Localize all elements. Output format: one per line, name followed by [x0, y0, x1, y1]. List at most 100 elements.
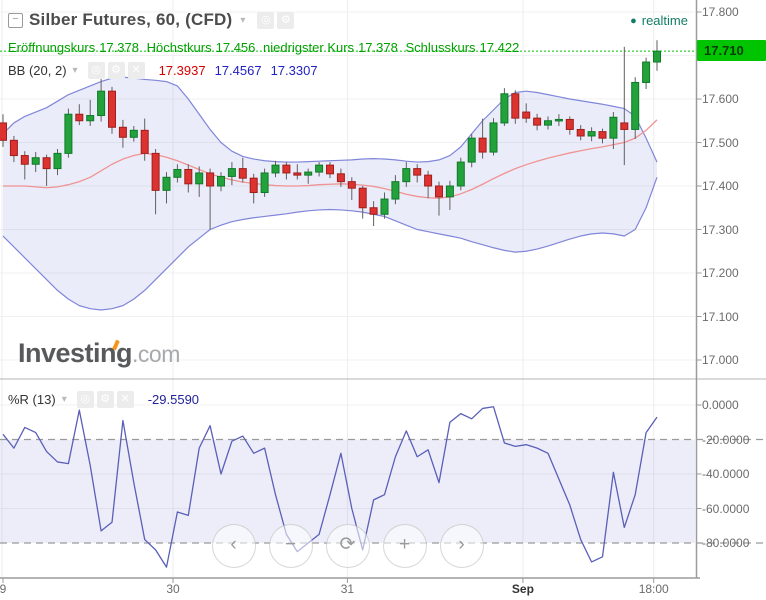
gear-icon[interactable]: ⚙: [107, 62, 125, 79]
gear-icon[interactable]: ⚙: [277, 11, 295, 29]
date-axis-label: 31: [340, 582, 355, 596]
close-icon[interactable]: ✕: [127, 62, 145, 79]
candle-body: [435, 185, 443, 198]
price-axis-label: 17.800: [702, 5, 739, 19]
realtime-badge: ● realtime: [630, 13, 688, 28]
candle-body: [522, 111, 531, 119]
bollinger-legend: BB (20, 2) ▾ ◎ ⚙ ✕ 17.3937 17.4567 17.33…: [8, 62, 318, 79]
close-value: 17.422: [479, 40, 520, 55]
wr-axis-label: -20.0000: [702, 432, 750, 447]
zoom-out-button[interactable]: −: [268, 524, 313, 568]
candle-body: [336, 173, 345, 183]
candle-body: [271, 164, 280, 174]
reset-view-button[interactable]: ⟳: [325, 524, 370, 568]
date-axis-label: 9: [0, 582, 7, 596]
candle-body: [0, 122, 7, 141]
pan-right-button[interactable]: ›: [439, 524, 484, 568]
price-axis-label: 17.100: [702, 309, 739, 324]
open-label: Eröffnungskurs: [8, 40, 96, 55]
candle-body: [206, 172, 215, 187]
candle-body: [445, 185, 454, 198]
candle-body: [544, 120, 552, 126]
candle-body: [9, 139, 18, 157]
date-axis-label: 18:00: [638, 582, 669, 596]
low-label: niedrigster Kurs: [263, 40, 355, 55]
realtime-dot-icon: ●: [630, 14, 637, 27]
candle-body: [631, 81, 640, 130]
candle-body: [42, 157, 51, 170]
price-axis-label: 17.400: [702, 179, 739, 193]
pan-left-button[interactable]: ‹: [211, 524, 256, 568]
williams-r-legend: %R (13) ▾ ◎ ⚙ ✕ -29.5590: [8, 391, 199, 408]
wr-axis-label: 0.0000: [702, 398, 739, 412]
zoom-in-button[interactable]: +: [382, 524, 427, 568]
candle-body: [173, 168, 182, 178]
candle-body: [53, 152, 62, 170]
candle-body: [478, 137, 487, 153]
candle-body: [500, 93, 509, 124]
candle-body: [402, 168, 411, 183]
price-axis-label: 17.000: [702, 353, 739, 367]
date-axis-label: 30: [166, 582, 180, 596]
symbol-title: Silber Futures, 60, (CFD): [29, 10, 233, 29]
high-value: 17.456: [215, 40, 256, 55]
eye-icon[interactable]: ◎: [76, 391, 94, 408]
high-label: Höchstkurs: [146, 40, 212, 55]
price-axis-label: 17.200: [702, 266, 739, 280]
candle-body: [260, 172, 269, 194]
candle-body: [31, 157, 40, 165]
candle-body: [64, 113, 73, 154]
bb-lower-value: 17.3307: [270, 63, 318, 78]
gear-icon[interactable]: ⚙: [96, 391, 114, 408]
candle-body: [511, 93, 520, 119]
candle-body: [489, 122, 498, 153]
chevron-down-icon[interactable]: ▾: [72, 65, 78, 76]
price-axis-label: 17.600: [702, 92, 739, 106]
candle-body: [598, 131, 607, 139]
chevron-down-icon[interactable]: ▾: [240, 14, 246, 26]
candle-body: [227, 168, 236, 177]
wr-line: [2, 406, 658, 568]
bb-middle-value: 17.3937: [158, 63, 206, 78]
candle-body: [653, 50, 661, 63]
wr-axis-label: -80.0000: [702, 536, 750, 550]
candle-body: [456, 161, 465, 187]
candle-body: [108, 90, 116, 128]
wr-axis-label: -60.0000: [702, 501, 750, 516]
candle-body: [576, 128, 585, 137]
close-label: Schlusskurs: [405, 40, 476, 55]
candle-body: [282, 164, 291, 174]
candle-body: [86, 115, 95, 122]
ohlc-legend: Eröffnungskurs 17.378 Höchstkurs 17.456 ni…: [8, 40, 523, 55]
wr-axis-label: -40.0000: [702, 467, 750, 481]
candle-body: [380, 198, 389, 215]
candle-body: [293, 172, 302, 176]
candle-body: [315, 164, 324, 173]
candle-body: [184, 168, 193, 185]
candle-body: [249, 177, 258, 194]
chevron-down-icon[interactable]: ▾: [61, 394, 67, 405]
candle-body: [195, 172, 204, 185]
candle-body: [587, 131, 596, 137]
candle-body: [369, 207, 378, 215]
date-axis-label: Sep: [511, 582, 534, 596]
bb-lower-band: [2, 177, 658, 311]
bb-middle-band: [3, 119, 658, 199]
eye-icon[interactable]: ◎: [257, 11, 275, 29]
candle-body: [642, 61, 651, 83]
collapse-panel-icon[interactable]: −: [8, 12, 23, 28]
close-icon[interactable]: ✕: [116, 391, 134, 408]
price-axis-label: 17.300: [702, 222, 739, 237]
eye-icon[interactable]: ◎: [87, 62, 105, 79]
low-value: 17.378: [358, 40, 398, 55]
open-value: 17.378: [99, 40, 139, 55]
candle-body: [151, 152, 160, 191]
candle-body: [162, 176, 171, 191]
chart-nav-controls: ‹ − ⟳ + ›: [0, 524, 695, 568]
logo-suffix: .com: [132, 341, 180, 367]
candle-body: [533, 117, 542, 126]
candle-body: [326, 164, 334, 175]
wr-value: -29.5590: [147, 392, 200, 407]
candle-body: [554, 118, 563, 122]
